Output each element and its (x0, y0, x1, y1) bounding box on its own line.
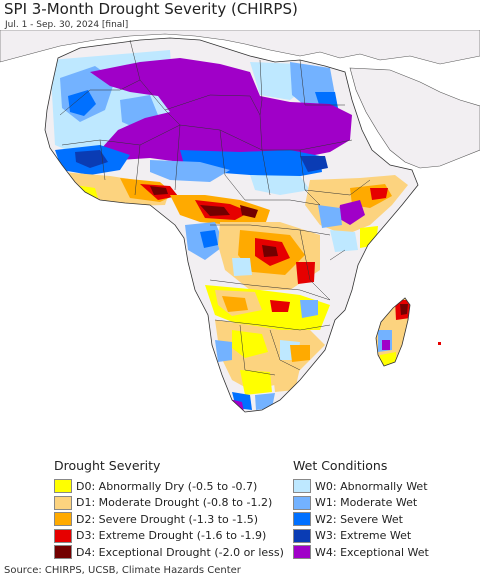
legend-label-w2: W2: Severe Wet (315, 512, 403, 526)
legend-swatch-w0 (293, 479, 311, 494)
legend-label-w1: W1: Moderate Wet (315, 496, 418, 510)
map-legend: Drought Severity D0: Abnormally Dry (-0.… (0, 458, 480, 564)
legend-swatch-w2 (293, 512, 311, 527)
legend-item-d1: D1: Moderate Drought (-0.8 to -1.2) (54, 495, 284, 512)
legend-swatch-d2 (54, 512, 72, 527)
legend-label-d1: D1: Moderate Drought (-0.8 to -1.2) (76, 496, 273, 510)
legend-label-w4: W4: Exceptional Wet (315, 545, 429, 559)
legend-label-d3: D3: Extreme Drought (-1.6 to -1.9) (76, 529, 267, 543)
legend-item-d0: D0: Abnormally Dry (-0.5 to -0.7) (54, 478, 284, 495)
map-subtitle: Jul. 1 - Sep. 30, 2024 [final] (5, 20, 129, 30)
source-credit: Source: CHIRPS, UCSB, Climate Hazards Ce… (4, 565, 241, 576)
legend-drought-heading: Drought Severity (54, 458, 161, 473)
legend-item-w3: W3: Extreme Wet (293, 528, 429, 545)
legend-item-w2: W2: Severe Wet (293, 511, 429, 528)
legend-swatch-w1 (293, 495, 311, 510)
legend-wet-heading: Wet Conditions (293, 458, 388, 473)
legend-wet-column: Wet Conditions W0: Abnormally Wet W1: Mo… (293, 458, 429, 561)
legend-item-w0: W0: Abnormally Wet (293, 478, 429, 495)
legend-label-d2: D2: Severe Drought (-1.3 to -1.5) (76, 512, 259, 526)
map-title: SPI 3-Month Drought Severity (CHIRPS) (4, 0, 298, 18)
legend-label-w0: W0: Abnormally Wet (315, 479, 428, 493)
legend-swatch-w3 (293, 528, 311, 543)
legend-label-d0: D0: Abnormally Dry (-0.5 to -0.7) (76, 479, 258, 493)
legend-label-w3: W3: Extreme Wet (315, 529, 412, 543)
legend-item-d2: D2: Severe Drought (-1.3 to -1.5) (54, 511, 284, 528)
legend-swatch-d1 (54, 495, 72, 510)
legend-swatch-d0 (54, 479, 72, 494)
legend-swatch-d4 (54, 545, 72, 560)
legend-item-d4: D4: Exceptional Drought (-2.0 or less) (54, 544, 284, 561)
legend-item-d3: D3: Extreme Drought (-1.6 to -1.9) (54, 528, 284, 545)
drought-map (0, 30, 480, 458)
legend-label-d4: D4: Exceptional Drought (-2.0 or less) (76, 545, 284, 559)
arabian-peninsula (349, 67, 480, 169)
legend-item-w1: W1: Moderate Wet (293, 495, 429, 512)
country-borders (59, 39, 371, 376)
legend-drought-column: Drought Severity D0: Abnormally Dry (-0.… (54, 458, 284, 561)
surrounding-landmasses (0, 30, 480, 169)
legend-swatch-w4 (293, 545, 311, 560)
legend-swatch-d3 (54, 528, 72, 543)
legend-item-w4: W4: Exceptional Wet (293, 544, 429, 561)
europe-land (0, 30, 480, 65)
mauritius-island (438, 342, 441, 345)
africa-coastline (44, 37, 419, 413)
